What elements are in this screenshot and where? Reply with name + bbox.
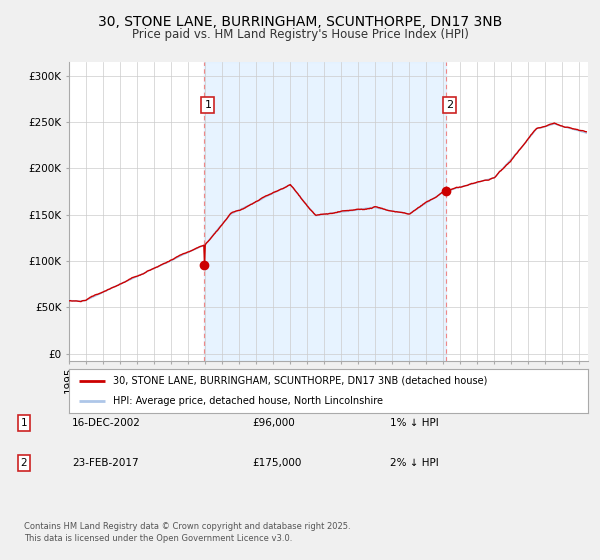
Text: HPI: Average price, detached house, North Lincolnshire: HPI: Average price, detached house, Nort… [113,396,383,406]
Text: Contains HM Land Registry data © Crown copyright and database right 2025.
This d: Contains HM Land Registry data © Crown c… [24,522,350,543]
Text: 2: 2 [20,458,28,468]
Text: 30, STONE LANE, BURRINGHAM, SCUNTHORPE, DN17 3NB (detached house): 30, STONE LANE, BURRINGHAM, SCUNTHORPE, … [113,376,487,386]
Text: 2: 2 [446,100,453,110]
Text: 30, STONE LANE, BURRINGHAM, SCUNTHORPE, DN17 3NB: 30, STONE LANE, BURRINGHAM, SCUNTHORPE, … [98,15,502,29]
Text: 16-DEC-2002: 16-DEC-2002 [72,418,141,428]
Text: 1: 1 [20,418,28,428]
Text: £96,000: £96,000 [252,418,295,428]
Text: Price paid vs. HM Land Registry's House Price Index (HPI): Price paid vs. HM Land Registry's House … [131,28,469,41]
Text: £175,000: £175,000 [252,458,301,468]
Text: 23-FEB-2017: 23-FEB-2017 [72,458,139,468]
Text: 1% ↓ HPI: 1% ↓ HPI [390,418,439,428]
Bar [205,62,446,361]
Text: 2% ↓ HPI: 2% ↓ HPI [390,458,439,468]
Text: 1: 1 [205,100,211,110]
